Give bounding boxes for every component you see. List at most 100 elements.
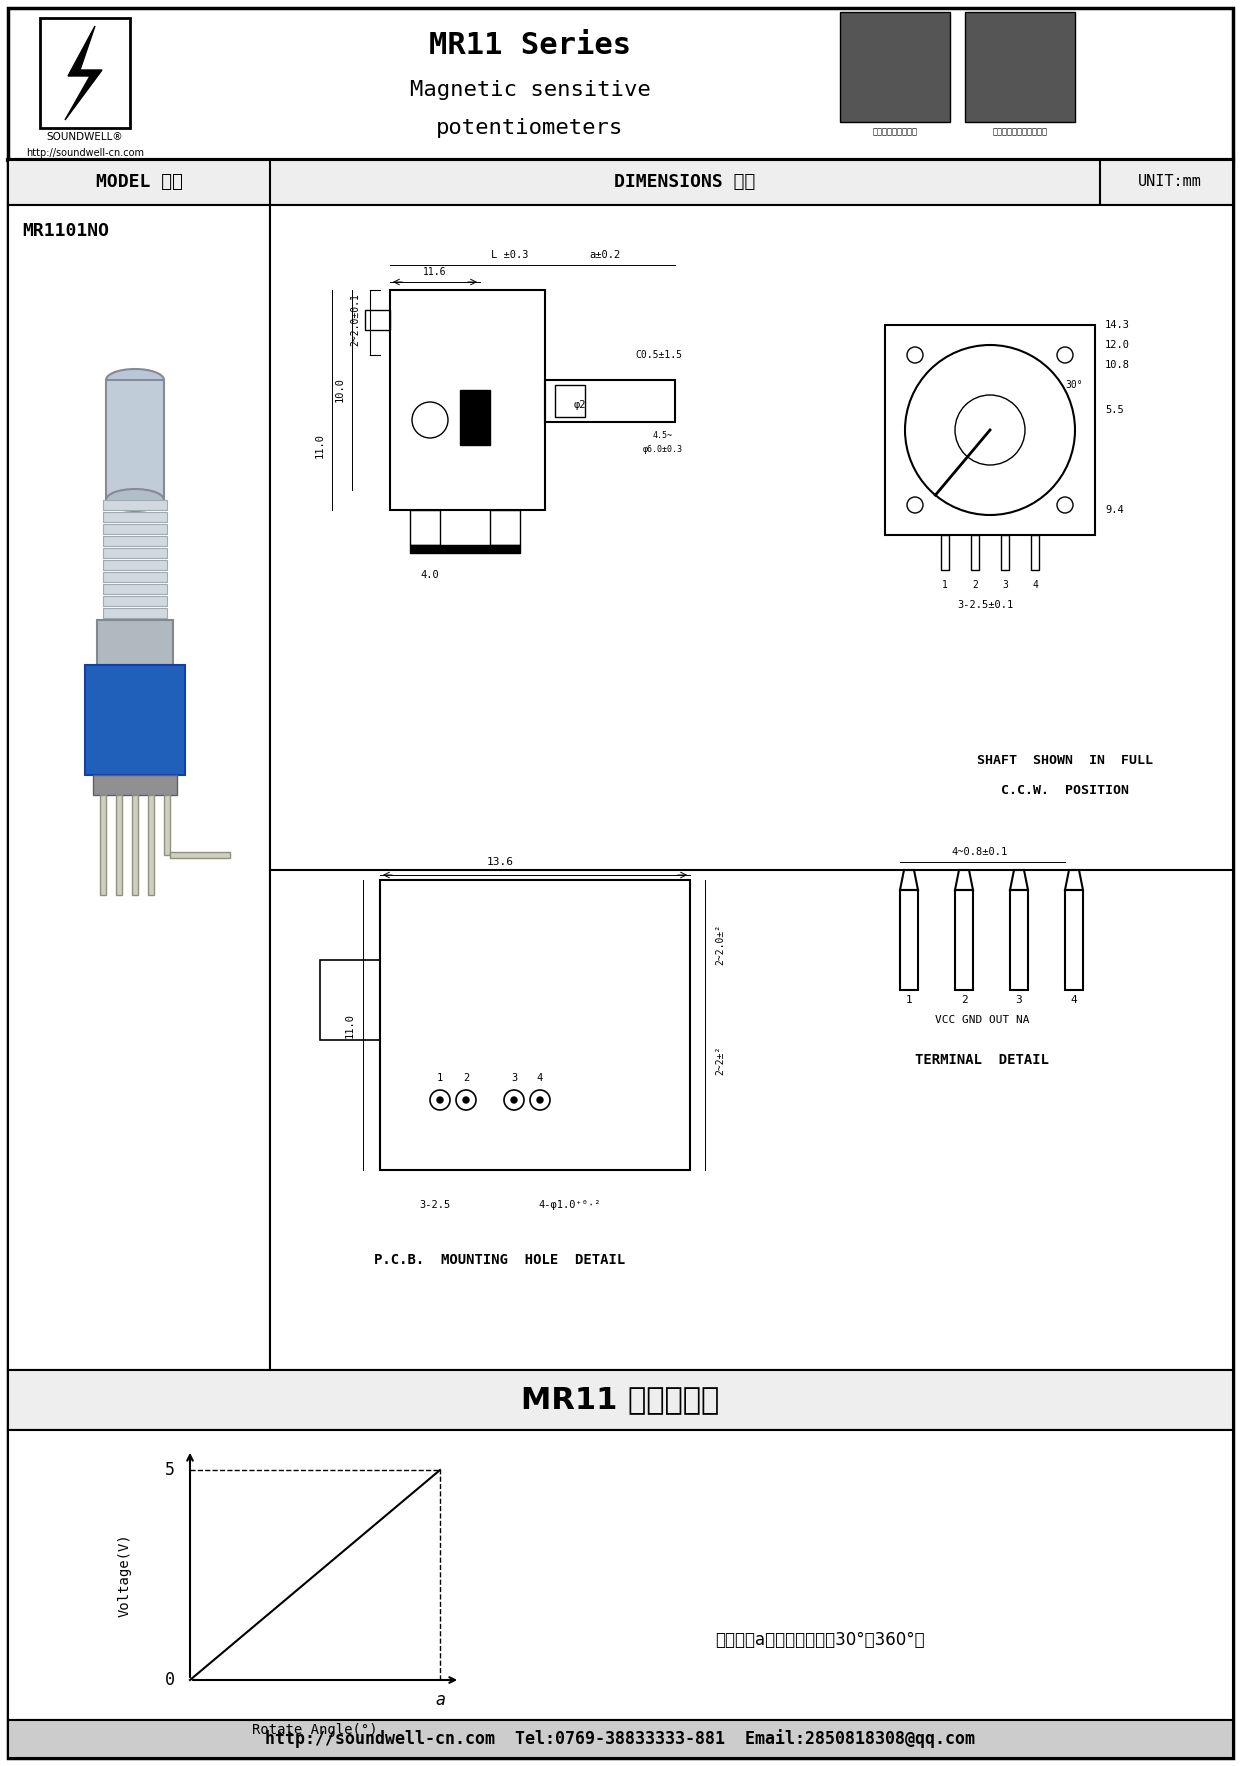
Text: a: a xyxy=(436,1692,446,1709)
Bar xyxy=(965,12,1075,122)
Bar xyxy=(103,595,168,606)
Bar xyxy=(970,535,979,570)
Bar xyxy=(103,547,168,558)
Bar xyxy=(103,537,168,546)
Text: 1: 1 xyxy=(942,579,948,590)
Text: 3: 3 xyxy=(1015,994,1023,1005)
Text: φ6.0±0.3: φ6.0±0.3 xyxy=(643,445,683,454)
Text: 5: 5 xyxy=(165,1460,175,1478)
Bar xyxy=(97,620,172,666)
Text: http://soundwell-cn.com  Tel:0769-38833333-881  Email:2850818308@qq.com: http://soundwell-cn.com Tel:0769-3883333… xyxy=(266,1729,975,1748)
Bar xyxy=(7,1720,1234,1757)
Bar xyxy=(103,608,168,618)
Bar xyxy=(545,380,675,422)
Bar xyxy=(410,546,520,553)
Bar xyxy=(555,385,585,417)
Text: http://soundwell-cn.com: http://soundwell-cn.com xyxy=(26,148,144,157)
Text: Voltage(V): Voltage(V) xyxy=(118,1533,132,1618)
Text: 11.0: 11.0 xyxy=(315,433,325,457)
Bar xyxy=(1001,535,1009,570)
Bar xyxy=(271,205,1234,1370)
Bar xyxy=(148,795,154,895)
Text: 9.4: 9.4 xyxy=(1104,505,1124,516)
Bar xyxy=(900,890,918,991)
Bar xyxy=(103,500,168,510)
Bar xyxy=(1010,890,1028,991)
Text: 4.5~: 4.5~ xyxy=(653,431,673,440)
Text: 3: 3 xyxy=(511,1074,517,1083)
Bar xyxy=(490,510,520,546)
Ellipse shape xyxy=(105,369,164,390)
Bar xyxy=(1065,890,1083,991)
Text: 2: 2 xyxy=(972,579,978,590)
Circle shape xyxy=(412,403,448,438)
Bar xyxy=(460,390,490,445)
Text: C.C.W.  POSITION: C.C.W. POSITION xyxy=(1001,784,1129,796)
Text: 12.0: 12.0 xyxy=(1104,341,1131,350)
Bar xyxy=(103,512,168,523)
Bar xyxy=(84,666,185,775)
Bar xyxy=(7,1370,1234,1430)
Bar xyxy=(132,795,138,895)
Text: UNIT:mm: UNIT:mm xyxy=(1138,175,1203,189)
Bar xyxy=(7,205,271,1370)
Bar xyxy=(170,851,230,858)
Text: 2: 2 xyxy=(961,994,968,1005)
Bar xyxy=(941,535,949,570)
Text: 2~2.0±0.1: 2~2.0±0.1 xyxy=(350,293,360,346)
Text: 企业微信，扫码关注: 企业微信，扫码关注 xyxy=(872,127,917,136)
Text: Magnetic sensitive: Magnetic sensitive xyxy=(410,79,650,101)
Bar xyxy=(956,890,973,991)
Ellipse shape xyxy=(105,489,164,510)
Text: 4: 4 xyxy=(537,1074,544,1083)
Bar xyxy=(885,325,1095,535)
Bar xyxy=(103,585,168,593)
Bar xyxy=(410,510,441,546)
Text: SOUNDWELL: SOUNDWELL xyxy=(199,576,1041,1219)
Text: 4: 4 xyxy=(1033,579,1037,590)
Text: TERMINAL  DETAIL: TERMINAL DETAIL xyxy=(915,1053,1049,1067)
Bar xyxy=(7,161,1234,205)
Text: P.C.B.  MOUNTING  HOLE  DETAIL: P.C.B. MOUNTING HOLE DETAIL xyxy=(375,1254,625,1266)
Text: 0: 0 xyxy=(165,1671,175,1688)
Bar xyxy=(390,290,545,510)
Text: 1: 1 xyxy=(906,994,912,1005)
Text: MR1101NO: MR1101NO xyxy=(22,223,109,240)
Text: SHAFT  SHOWN  IN  FULL: SHAFT SHOWN IN FULL xyxy=(977,754,1153,766)
Bar xyxy=(7,1430,1234,1720)
Text: 30°: 30° xyxy=(1065,380,1082,390)
Text: φ2: φ2 xyxy=(573,401,586,410)
Text: 3-2.5±0.1: 3-2.5±0.1 xyxy=(957,600,1013,609)
Text: Rotate Angle(°): Rotate Angle(°) xyxy=(252,1724,377,1738)
Text: 4: 4 xyxy=(1071,994,1077,1005)
Text: potentiometers: potentiometers xyxy=(437,118,624,138)
Bar xyxy=(380,879,690,1171)
Text: 4-φ1.0⁺⁰⋅²: 4-φ1.0⁺⁰⋅² xyxy=(539,1201,601,1210)
Bar xyxy=(103,572,168,583)
Text: 11.0: 11.0 xyxy=(345,1012,355,1037)
Text: 1: 1 xyxy=(437,1074,443,1083)
Text: 2: 2 xyxy=(463,1074,469,1083)
Text: 5.5: 5.5 xyxy=(1104,404,1124,415)
Bar xyxy=(40,18,130,127)
Text: 10.0: 10.0 xyxy=(335,378,345,403)
Text: 11.6: 11.6 xyxy=(423,267,447,277)
Text: 10.8: 10.8 xyxy=(1104,360,1131,371)
Circle shape xyxy=(511,1097,517,1104)
Circle shape xyxy=(537,1097,544,1104)
Text: 旋转角度a可以自定义，如30°、360°。: 旋转角度a可以自定义，如30°、360°。 xyxy=(715,1632,925,1649)
Text: SOUNDWELL®: SOUNDWELL® xyxy=(47,132,123,141)
Bar xyxy=(101,795,105,895)
Text: C0.5±1.5: C0.5±1.5 xyxy=(635,350,683,360)
Text: 2~2.0±²: 2~2.0±² xyxy=(715,924,725,964)
Polygon shape xyxy=(65,26,102,120)
Text: 4~0.8±0.1: 4~0.8±0.1 xyxy=(952,848,1008,857)
Text: 14.3: 14.3 xyxy=(1104,320,1131,330)
Text: 3: 3 xyxy=(1001,579,1008,590)
Text: MR11 Series: MR11 Series xyxy=(429,30,632,60)
Bar xyxy=(103,525,168,533)
Circle shape xyxy=(437,1097,443,1104)
Text: 升级备器，发现更多产品: 升级备器，发现更多产品 xyxy=(993,127,1047,136)
Bar xyxy=(103,560,168,570)
Text: L ±0.3: L ±0.3 xyxy=(491,251,529,260)
